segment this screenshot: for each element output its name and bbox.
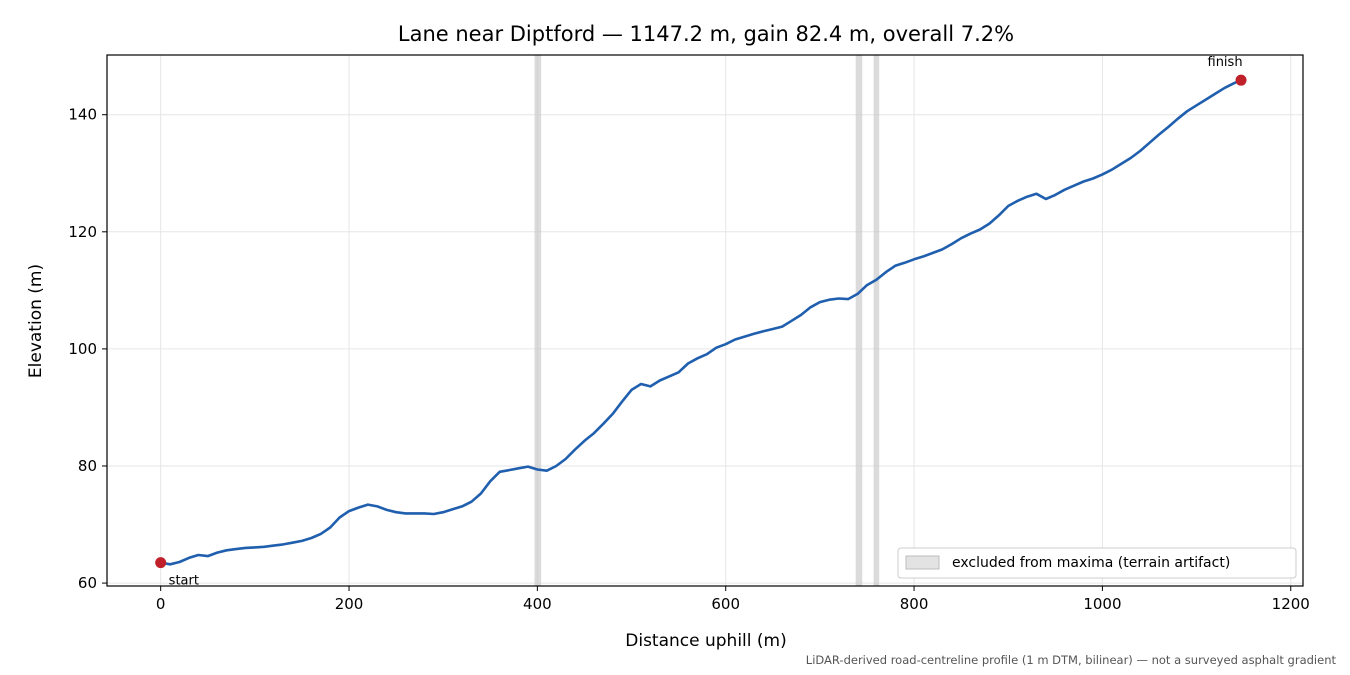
- finish-marker: [1235, 74, 1247, 86]
- x-tick-label: 400: [523, 595, 552, 613]
- y-tick-label: 100: [68, 340, 97, 358]
- y-tick-label: 120: [68, 223, 97, 241]
- footnote: LiDAR-derived road-centreline profile (1…: [806, 653, 1337, 667]
- x-tick-label: 600: [711, 595, 740, 613]
- x-tick-label: 1000: [1083, 595, 1121, 613]
- excluded-bands: [534, 55, 880, 586]
- markers-layer: start finish: [155, 55, 1247, 589]
- elevation-line: [159, 78, 1243, 566]
- x-tick-label: 1200: [1272, 595, 1310, 613]
- y-tick-label: 80: [78, 457, 97, 475]
- legend: excluded from maxima (terrain artifact): [897, 547, 1297, 579]
- x-axis-ticks: 0 200 400 600 800 1000 1200: [156, 586, 1310, 613]
- plot-area-frame: [106, 54, 1304, 587]
- y-tick-label: 60: [78, 574, 97, 592]
- start-marker: [155, 557, 167, 569]
- y-tick-label: 140: [68, 106, 97, 124]
- x-tick-label: 800: [900, 595, 929, 613]
- chart-title: Lane near Diptford — 1147.2 m, gain 82.4…: [398, 22, 1014, 46]
- x-tick-label: 200: [335, 595, 364, 613]
- finish-label: finish: [1208, 55, 1243, 70]
- x-tick-label: 0: [156, 595, 166, 613]
- series-layer: [159, 78, 1243, 566]
- legend-box: [897, 547, 1297, 579]
- grid: [107, 55, 1303, 586]
- start-label: start: [169, 574, 199, 589]
- legend-label: excluded from maxima (terrain artifact): [952, 555, 1230, 571]
- legend-swatch: [905, 555, 940, 570]
- excluded-band: [855, 55, 863, 586]
- y-axis-ticks: 60 80 100 120 140: [68, 106, 107, 592]
- excluded-band: [873, 55, 880, 586]
- y-axis-label: Elevation (m): [26, 264, 46, 378]
- x-axis-label: Distance uphill (m): [625, 631, 786, 651]
- excluded-band: [534, 55, 542, 586]
